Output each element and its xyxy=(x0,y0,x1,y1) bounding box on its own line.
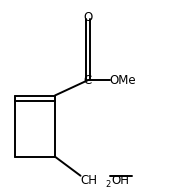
Text: O: O xyxy=(83,11,92,24)
Text: CH: CH xyxy=(81,174,98,187)
Text: OMe: OMe xyxy=(110,74,136,87)
Text: 2: 2 xyxy=(105,180,111,189)
Text: OH: OH xyxy=(112,174,130,187)
Text: C: C xyxy=(84,74,92,87)
